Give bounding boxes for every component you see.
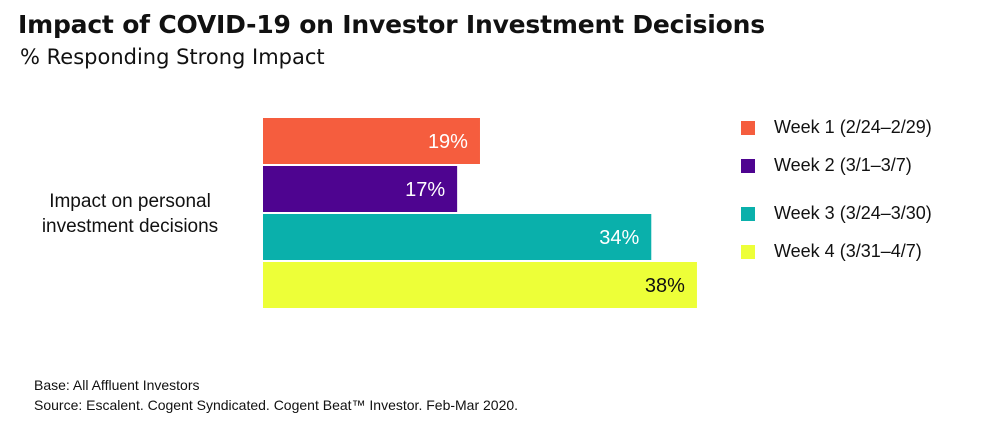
bar-week-3: [263, 214, 652, 260]
legend-item-week-2: Week 2 (3/1–3/7): [741, 155, 912, 176]
source-note: Source: Escalent. Cogent Syndicated. Cog…: [34, 397, 519, 413]
legend-item-week-3: Week 3 (3/24–3/30): [741, 203, 932, 224]
legend-item-week-4: Week 4 (3/31–4/7): [741, 241, 922, 262]
chart-title: Impact of COVID-19 on Investor Investmen…: [18, 10, 765, 39]
legend-swatch: [741, 120, 755, 135]
chart-subtitle: % Responding Strong Impact: [20, 45, 325, 69]
legend-swatch: [741, 206, 755, 221]
bar-week-4: [263, 262, 697, 308]
legend-item-week-1: Week 1 (2/24–2/29): [741, 117, 932, 138]
legend-swatch: [741, 244, 755, 259]
data-label-week-3: 34%: [599, 227, 639, 249]
legend-label: Week 2 (3/1–3/7): [774, 155, 912, 175]
footnotes: Base: All Affluent Investors Source: Esc…: [34, 375, 518, 415]
category-label: Impact on personal investment decisions: [41, 191, 219, 237]
legend-label: Week 3 (3/24–3/30): [774, 203, 932, 223]
data-label-week-2: 17%: [405, 179, 445, 201]
legend-label: Week 4 (3/31–4/7): [774, 241, 922, 261]
legend-swatch: [741, 158, 755, 173]
bar-week-1: [263, 118, 480, 164]
data-label-week-1: 19%: [428, 131, 468, 153]
legend-label: Week 1 (2/24–2/29): [774, 117, 932, 137]
data-label-week-4: 38%: [645, 275, 685, 297]
bar-week-2: [263, 166, 458, 212]
base-note: Base: All Affluent Investors: [34, 377, 200, 393]
